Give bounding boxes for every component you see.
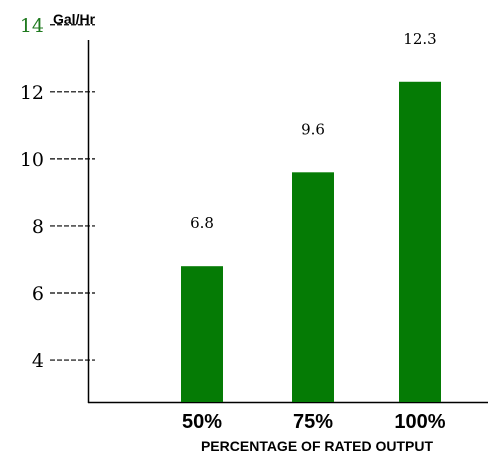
x-tick-label: 50% bbox=[182, 411, 222, 433]
y-tick-label: 10 bbox=[20, 149, 44, 171]
x-axis-label: PERCENTAGE OF RATED OUTPUT bbox=[201, 438, 433, 454]
bars: 6.8 9.6 12.3 bbox=[181, 30, 441, 403]
y-tick-label: 12 bbox=[20, 82, 44, 104]
y-tick-label: 8 bbox=[32, 216, 44, 238]
y-axis-ticks: 4 6 8 10 12 14 bbox=[20, 15, 95, 372]
y-tick-label: 6 bbox=[32, 283, 44, 305]
bar-75-percent bbox=[292, 172, 334, 402]
data-label: 12.3 bbox=[403, 30, 436, 48]
data-label: 6.8 bbox=[190, 214, 214, 232]
x-axis-ticks: 50% 75% 100% bbox=[182, 411, 446, 433]
x-tick-label: 75% bbox=[293, 411, 333, 433]
x-tick-label: 100% bbox=[394, 411, 445, 433]
y-tick-label: 4 bbox=[32, 350, 44, 372]
bar-50-percent bbox=[181, 266, 223, 402]
y-axis-label: Gal/Hr bbox=[53, 11, 96, 27]
bar-100-percent bbox=[399, 81, 441, 403]
data-label: 9.6 bbox=[301, 120, 325, 138]
y-tick-label: 14 bbox=[20, 15, 44, 37]
